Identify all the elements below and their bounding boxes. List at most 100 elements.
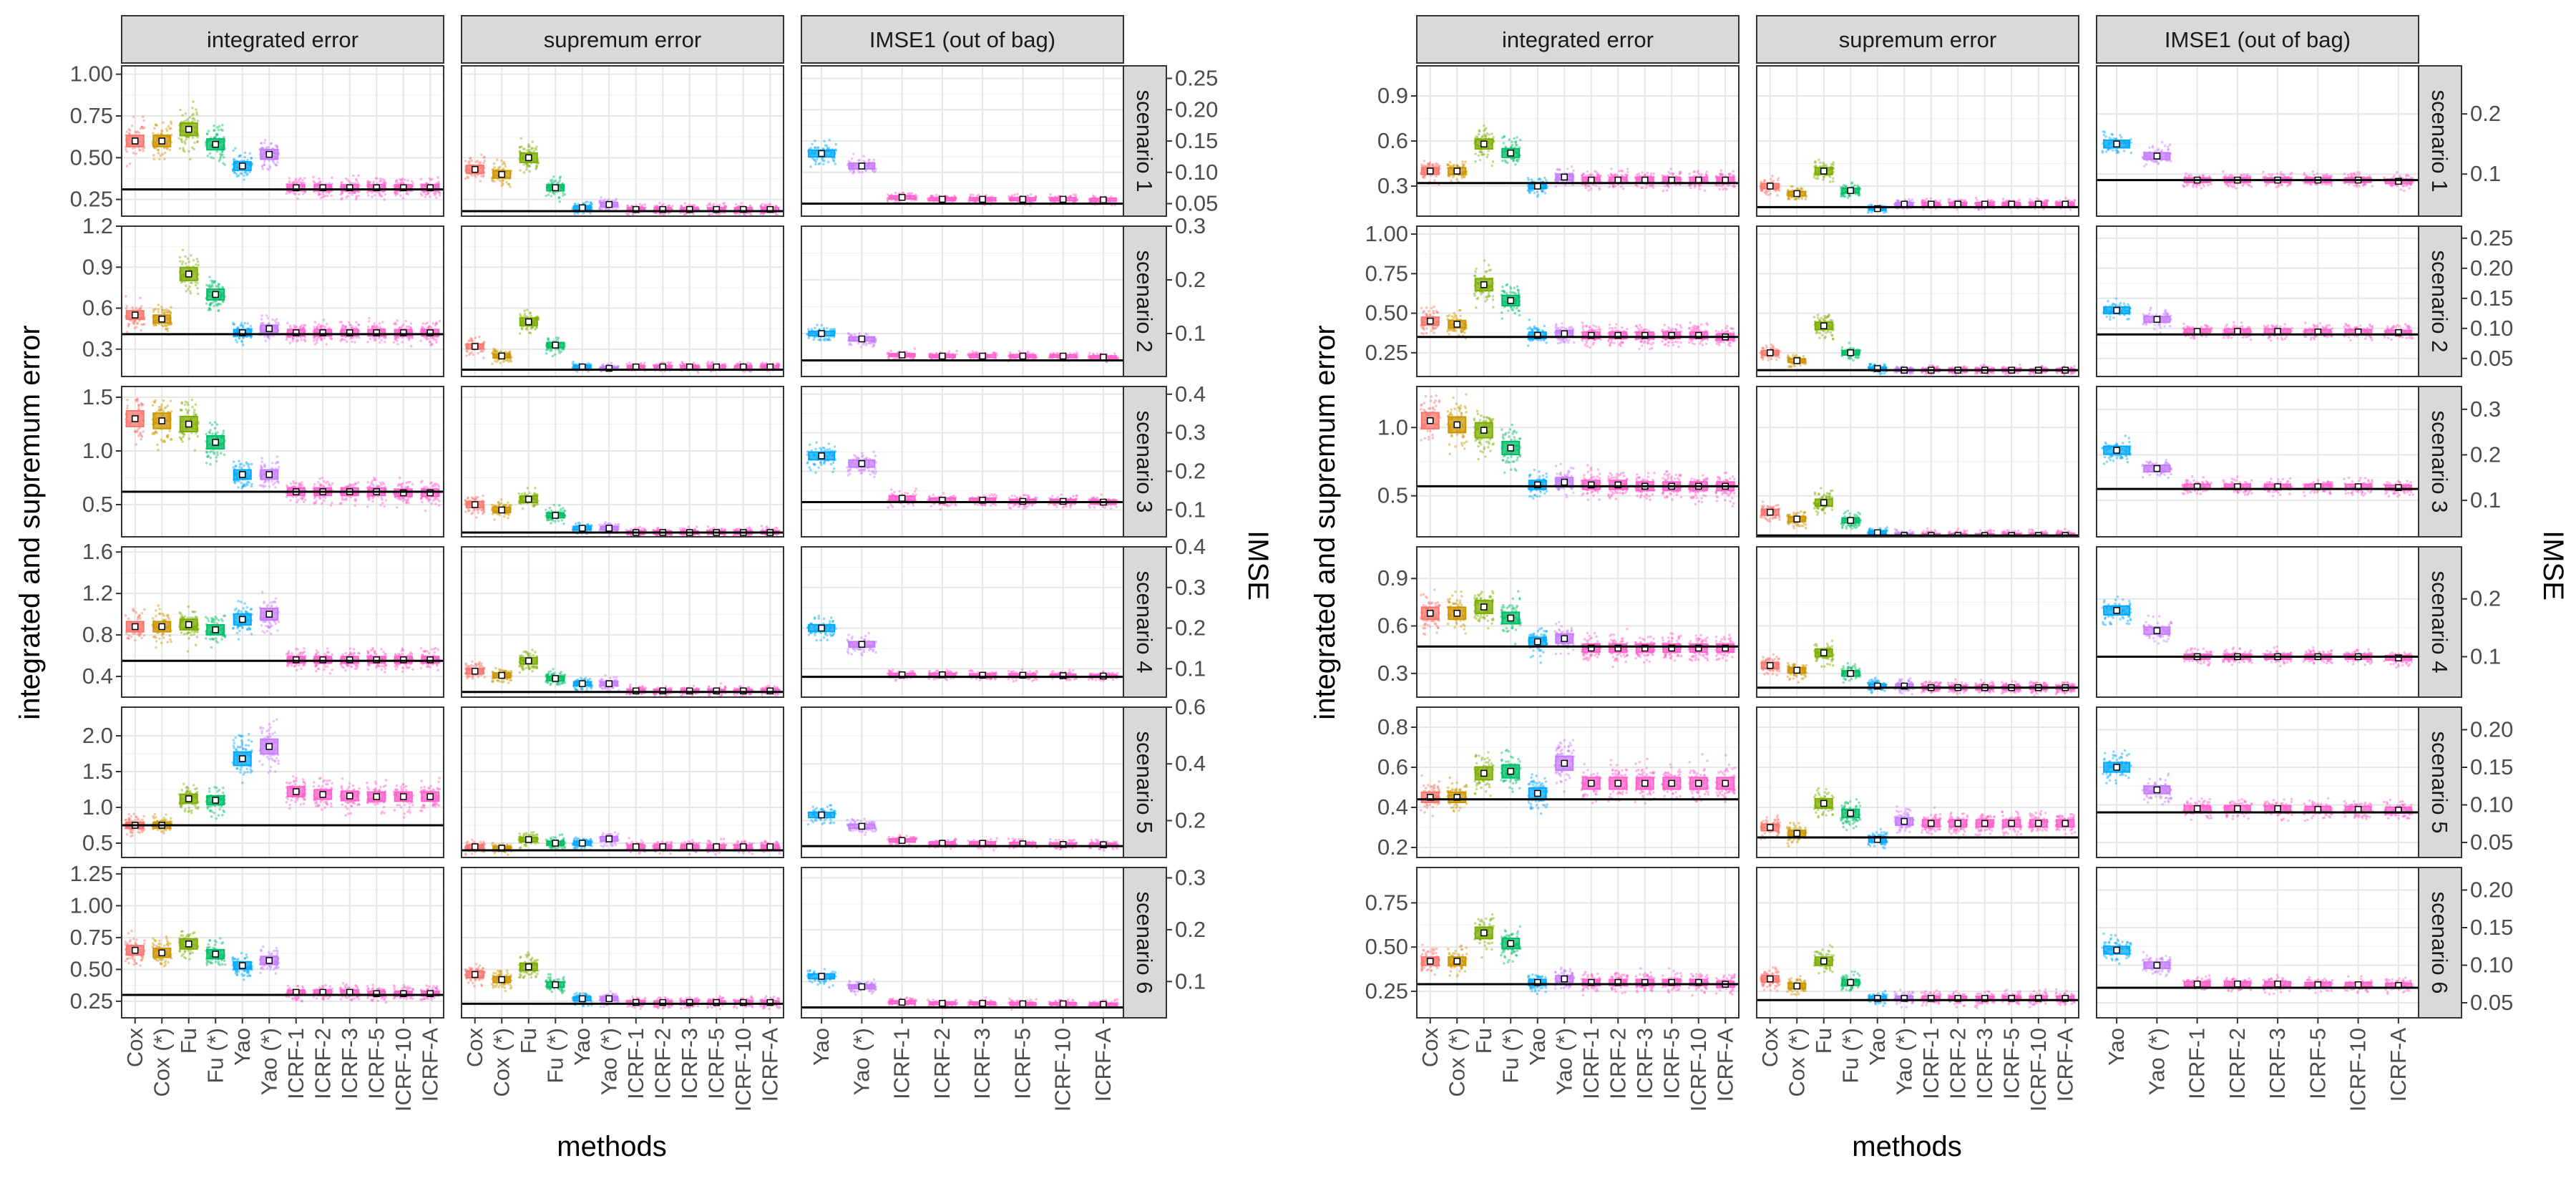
jitter-point — [166, 329, 170, 333]
jitter-point — [132, 321, 135, 324]
jitter-point — [139, 296, 142, 300]
jitter-point — [424, 182, 427, 185]
jitter-point — [135, 131, 138, 134]
jitter-point — [211, 280, 215, 283]
panel-border — [461, 65, 784, 217]
jitter-point — [125, 150, 129, 153]
jitter-point — [320, 324, 323, 328]
jitter-point — [396, 319, 399, 322]
jitter-point — [692, 213, 695, 215]
jitter-point — [345, 196, 348, 199]
median-marker — [426, 184, 434, 192]
jitter-point — [401, 180, 404, 184]
jitter-point — [1091, 194, 1095, 197]
jitter-point — [553, 180, 556, 183]
jitter-point — [355, 195, 358, 198]
jitter-point — [889, 349, 892, 353]
jitter-point — [976, 194, 979, 198]
median-marker — [818, 150, 825, 157]
jitter-point — [358, 336, 361, 339]
jitter-point — [525, 165, 529, 169]
jitter-point — [137, 427, 140, 431]
jitter-point — [130, 124, 134, 127]
jitter-point — [658, 213, 661, 215]
jitter-point — [339, 339, 342, 343]
jitter-point — [234, 147, 237, 150]
jitter-point — [325, 343, 328, 346]
jitter-point — [212, 157, 215, 160]
jitter-point — [341, 337, 344, 341]
jitter-point — [196, 281, 199, 285]
jitter-point — [518, 150, 522, 153]
jitter-point — [907, 192, 911, 195]
jitter-point — [210, 283, 214, 287]
jitter-point — [170, 438, 172, 441]
jitter-point — [666, 361, 670, 364]
jitter-point — [886, 200, 889, 203]
jitter-point — [394, 194, 397, 197]
jitter-point — [479, 350, 483, 353]
jitter-point — [213, 280, 217, 283]
jitter-point — [246, 172, 249, 175]
jitter-point — [291, 336, 295, 340]
jitter-point — [208, 276, 211, 278]
jitter-point — [1113, 352, 1116, 355]
jitter-point — [402, 324, 405, 326]
jitter-point — [394, 337, 397, 341]
jitter-point — [243, 170, 247, 173]
median-marker — [132, 137, 139, 145]
jitter-point — [160, 311, 164, 314]
jitter-point — [249, 324, 253, 328]
jitter-point — [864, 332, 867, 336]
jitter-point — [530, 327, 533, 331]
jitter-point — [394, 181, 398, 184]
median-marker — [1059, 195, 1067, 203]
jitter-point — [286, 336, 289, 339]
jitter-point — [246, 158, 249, 162]
jitter-point — [655, 205, 658, 208]
jitter-point — [520, 326, 524, 330]
jitter-point — [807, 336, 811, 339]
jitter-point — [191, 146, 194, 150]
y2-tick-label: 0.3 — [1175, 213, 1206, 238]
jitter-point — [240, 339, 243, 343]
jitter-point — [302, 326, 305, 330]
jitter-point — [366, 191, 369, 194]
jitter-point — [344, 326, 347, 329]
jitter-point — [237, 326, 240, 329]
jitter-point — [154, 123, 157, 126]
jitter-point — [734, 213, 737, 215]
jitter-point — [426, 326, 429, 329]
jitter-point — [178, 147, 182, 150]
jitter-point — [821, 157, 824, 160]
jitter-point — [212, 301, 215, 304]
jitter-point — [930, 195, 933, 198]
jitter-point — [533, 147, 537, 150]
jitter-point — [426, 337, 430, 341]
jitter-point — [135, 429, 137, 433]
jitter-point — [383, 180, 386, 184]
jitter-point — [635, 204, 638, 207]
jitter-point — [557, 196, 561, 199]
jitter-point — [1092, 195, 1096, 199]
jitter-point — [602, 199, 605, 203]
jitter-point — [205, 283, 208, 287]
jitter-point — [502, 359, 506, 362]
jitter-point — [126, 407, 129, 410]
jitter-point — [165, 130, 169, 132]
jitter-point — [170, 306, 172, 309]
jitter-point — [469, 157, 472, 160]
jitter-point — [372, 336, 375, 339]
jitter-point — [233, 157, 235, 161]
jitter-point — [379, 326, 381, 329]
jitter-point — [266, 167, 269, 170]
jitter-point — [208, 286, 211, 289]
jitter-point — [178, 256, 182, 259]
jitter-point — [464, 177, 467, 180]
jitter-point — [319, 324, 323, 327]
jitter-point — [288, 341, 292, 345]
jitter-point — [707, 203, 711, 206]
jitter-point — [205, 132, 209, 135]
jitter-point — [536, 315, 539, 319]
jitter-point — [240, 324, 243, 327]
